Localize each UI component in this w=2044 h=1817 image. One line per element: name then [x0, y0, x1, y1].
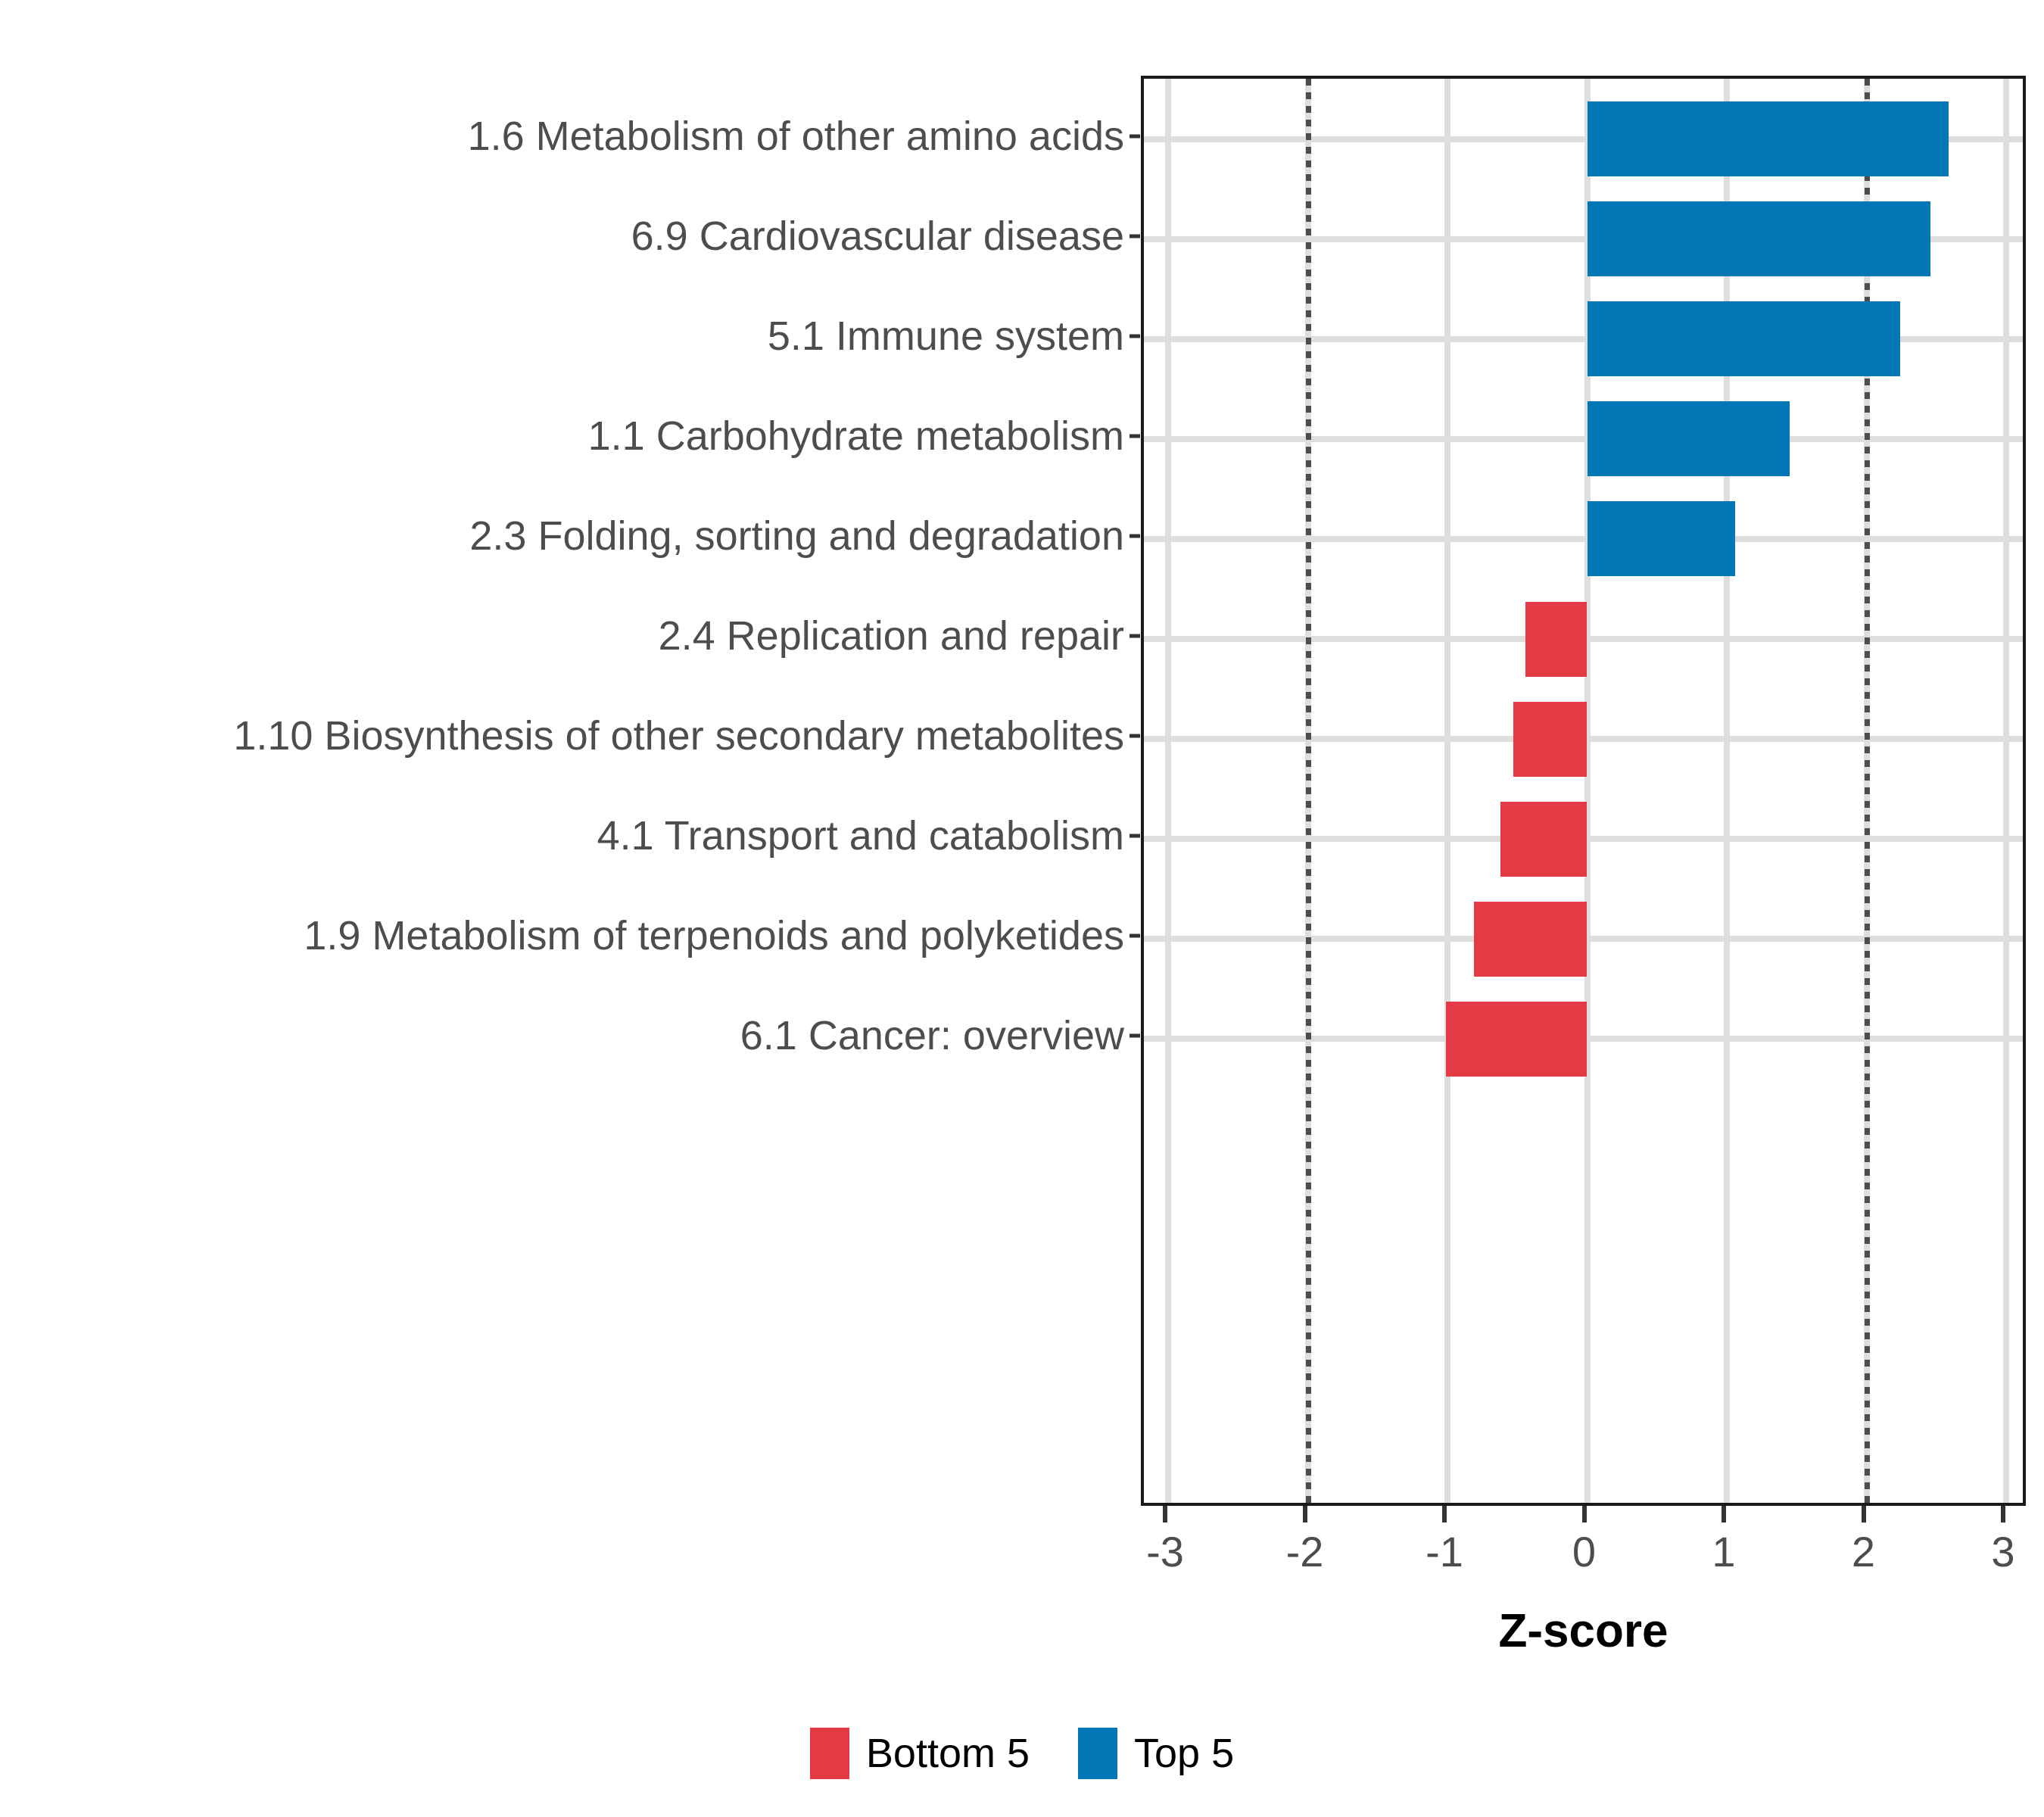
y-axis-tick	[1129, 734, 1140, 738]
x-axis-tick	[1861, 1506, 1866, 1522]
horizontal-gridline	[1144, 235, 2023, 242]
legend-swatch	[1078, 1728, 1117, 1779]
bar	[1500, 801, 1588, 877]
bar	[1525, 601, 1588, 677]
bar	[1587, 401, 1790, 477]
bar	[1474, 901, 1588, 977]
y-axis-tick	[1129, 1033, 1140, 1038]
legend-entry[interactable]: Top 5	[1078, 1728, 1234, 1779]
x-axis-tick-label: -2	[1285, 1528, 1324, 1575]
y-axis-label: 1.6 Metabolism of other amino acids	[467, 113, 1124, 159]
y-axis-tick	[1129, 933, 1140, 938]
legend-label: Top 5	[1134, 1731, 1235, 1776]
vertical-gridline	[1444, 79, 1450, 1503]
x-axis-tick-label: -1	[1426, 1528, 1463, 1575]
bar	[1446, 1001, 1588, 1077]
y-axis-tick	[1129, 334, 1140, 338]
x-axis-tick	[1163, 1506, 1167, 1522]
vertical-gridline	[1165, 79, 1171, 1503]
y-axis-label: 6.1 Cancer: overview	[740, 1013, 1124, 1059]
x-axis-title: Z-score	[1498, 1605, 1669, 1657]
x-axis-tick-label: 3	[1991, 1528, 2015, 1575]
y-axis-label: 1.10 Biosynthesis of other secondary met…	[233, 713, 1124, 759]
reference-line	[1305, 79, 1311, 1503]
legend-label: Bottom 5	[865, 1731, 1030, 1776]
y-axis-tick	[1129, 634, 1140, 638]
reference-line	[1864, 79, 1870, 1503]
y-axis-label: 1.1 Carbohydrate metabolism	[587, 413, 1124, 459]
y-axis-label: 1.9 Metabolism of terpenoids and polyket…	[304, 913, 1124, 959]
x-axis-tick-label: 0	[1572, 1528, 1597, 1575]
horizontal-gridline	[1144, 535, 2023, 542]
bar	[1587, 501, 1736, 577]
bar	[1587, 101, 1949, 176]
x-axis-tick	[1581, 1506, 1587, 1522]
y-axis-tick	[1129, 534, 1140, 538]
y-axis-label: 2.3 Folding, sorting and degradation	[469, 513, 1124, 559]
horizontal-gridline	[1144, 136, 2023, 142]
vertical-gridline	[2003, 79, 2009, 1503]
y-axis-label: 2.4 Replication and repair	[658, 613, 1124, 659]
x-axis-tick-label: 2	[1851, 1528, 1876, 1575]
y-axis-label: 6.9 Cardiovascular disease	[631, 213, 1124, 259]
bar	[1587, 201, 1931, 277]
y-axis-label: 5.1 Immune system	[767, 313, 1124, 359]
bar	[1513, 701, 1588, 777]
y-axis-tick	[1129, 234, 1140, 238]
plot-panel	[1141, 76, 2026, 1506]
x-axis-tick	[2001, 1506, 2005, 1522]
y-axis-tick	[1129, 834, 1140, 838]
x-axis-tick	[1302, 1506, 1307, 1522]
horizontal-gridline	[1144, 435, 2023, 442]
y-axis-tick	[1129, 134, 1140, 138]
vertical-gridline	[1584, 79, 1591, 1503]
bar	[1587, 301, 1900, 377]
chart-legend: Bottom 5 Top 5	[0, 1728, 2044, 1779]
legend-entry[interactable]: Bottom 5	[809, 1728, 1030, 1779]
y-axis-label: 4.1 Transport and catabolism	[597, 813, 1124, 859]
x-axis-tick	[1442, 1506, 1447, 1522]
y-axis-tick	[1129, 434, 1140, 438]
horizontal-gridline	[1144, 335, 2023, 342]
x-axis-tick	[1722, 1506, 1726, 1522]
vertical-gridline	[1724, 79, 1730, 1503]
x-axis-tick-label: 1	[1712, 1528, 1736, 1575]
legend-swatch	[809, 1728, 849, 1779]
x-axis-tick-label: -3	[1146, 1528, 1184, 1575]
